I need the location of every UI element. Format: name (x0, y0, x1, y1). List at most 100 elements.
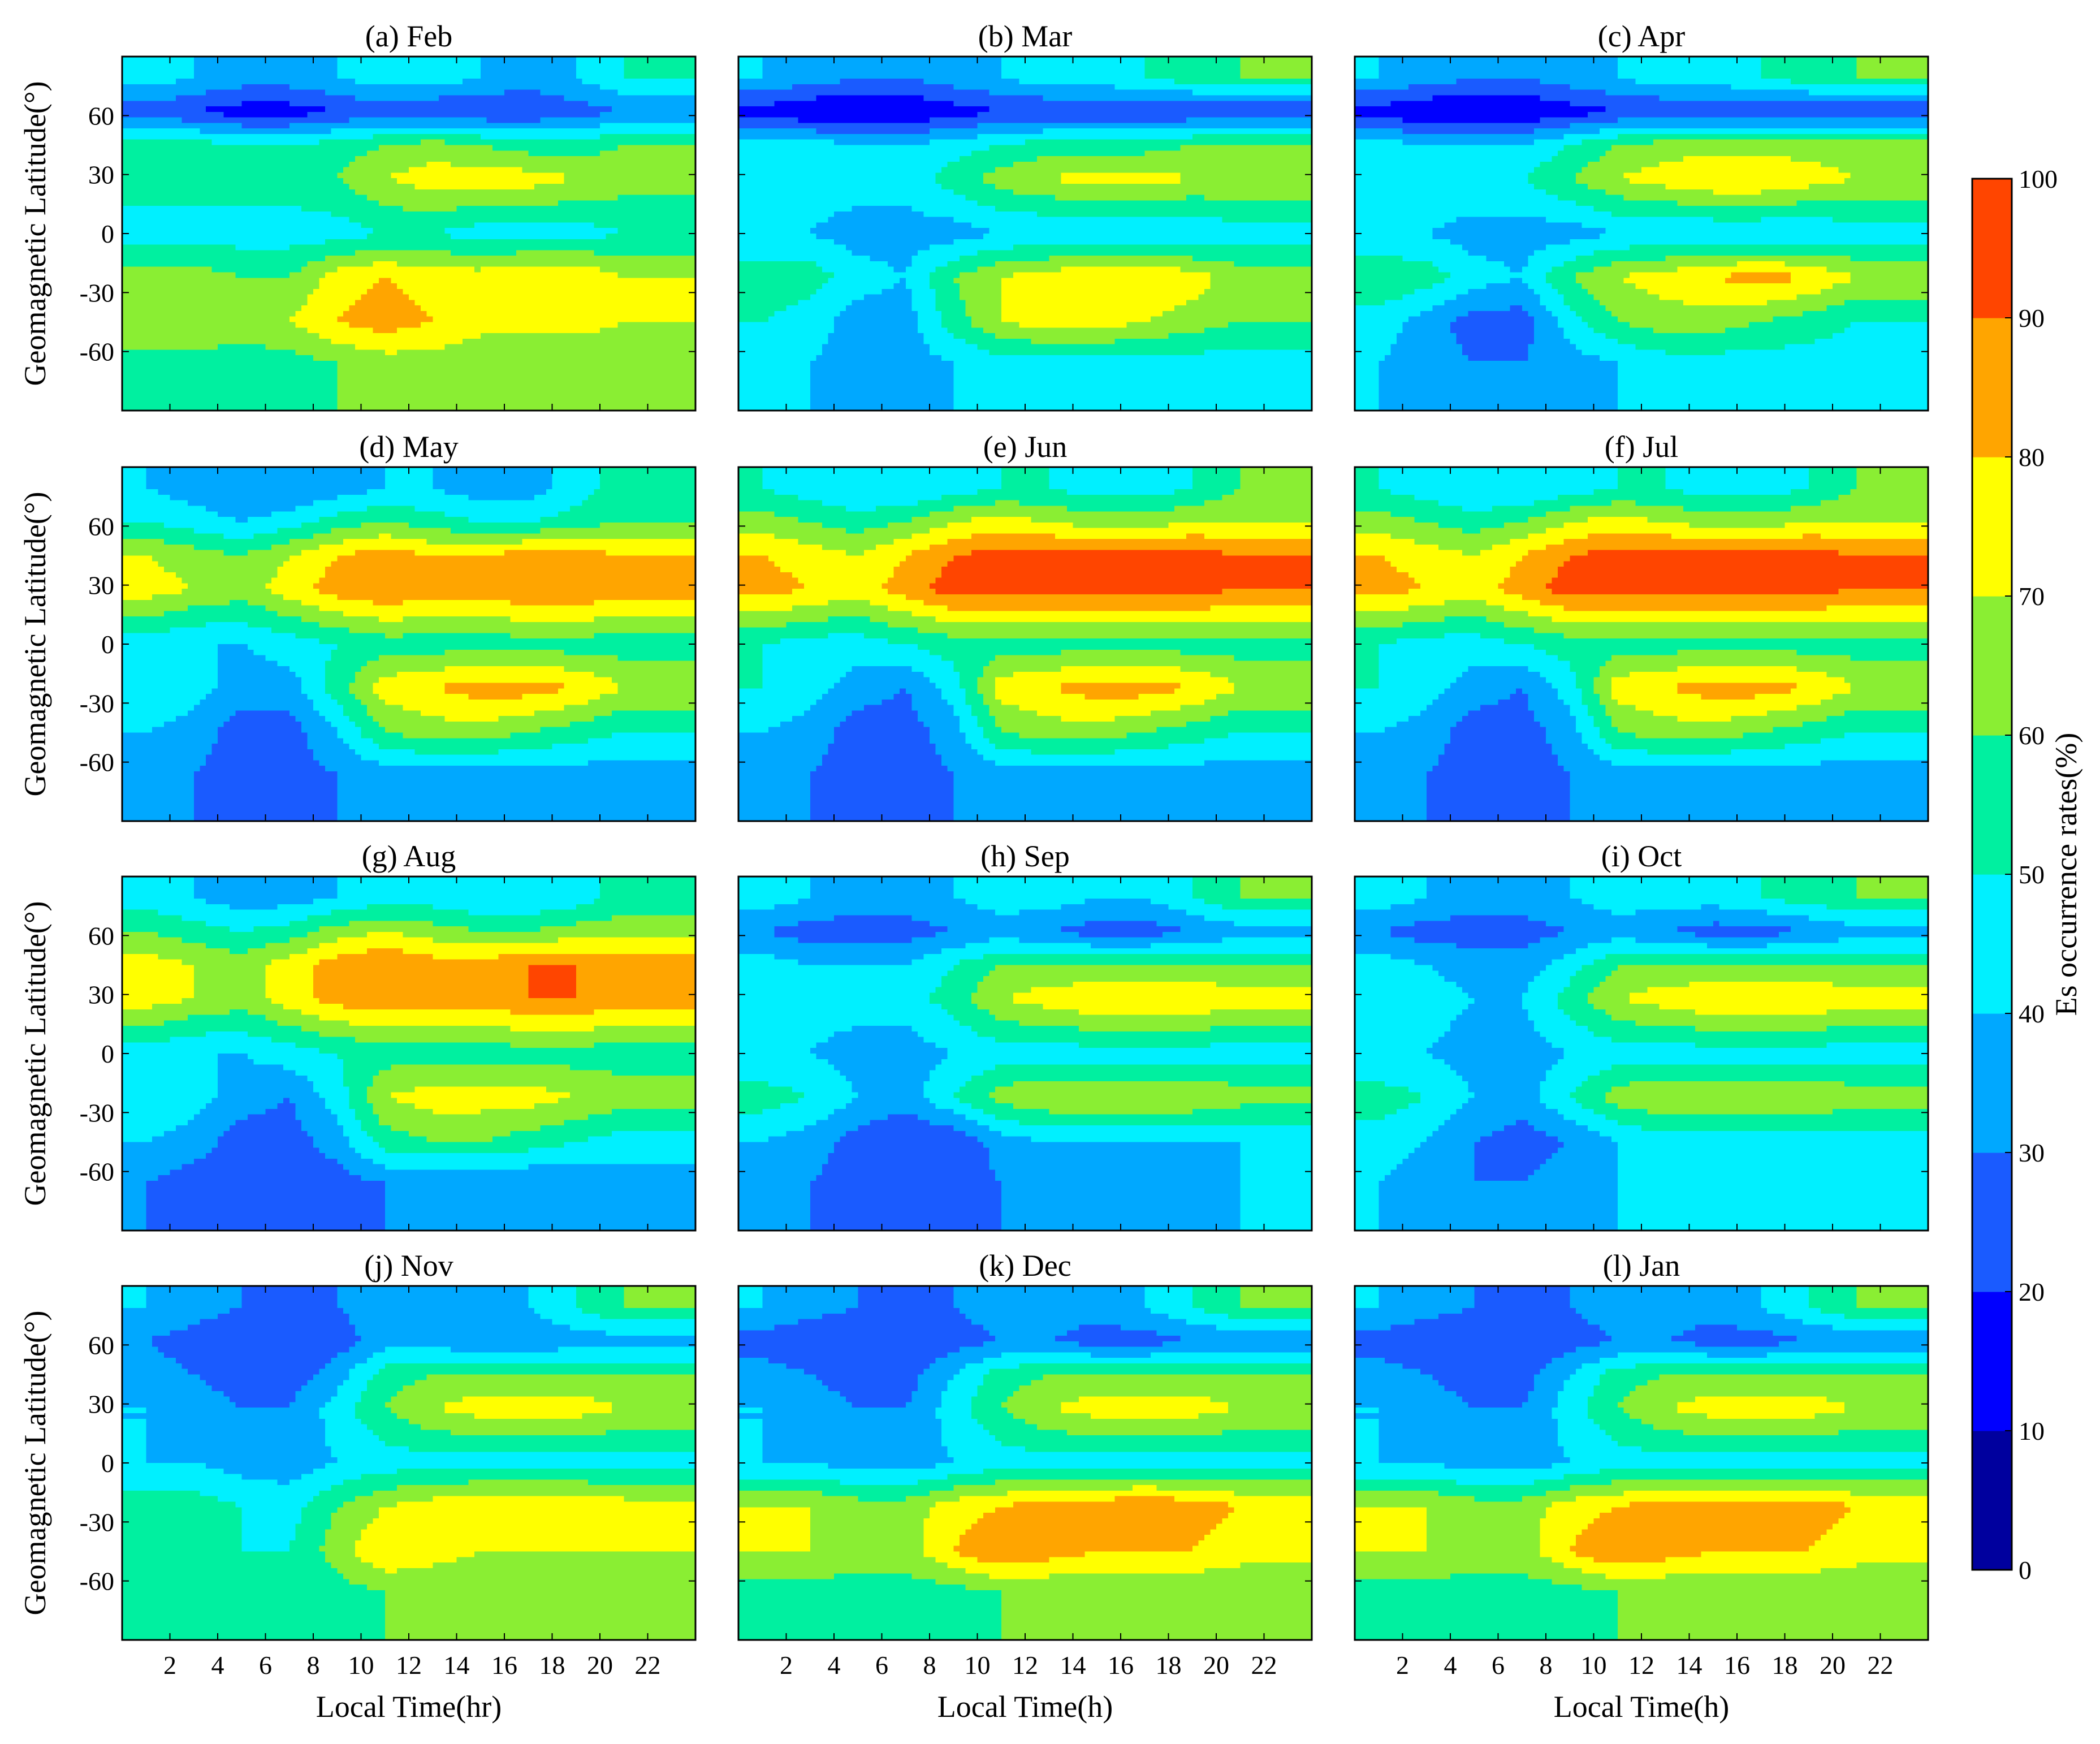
heatmap-cell (241, 62, 248, 68)
heatmap-cell (122, 162, 128, 167)
heatmap-cell (271, 101, 278, 106)
heatmap-cell (397, 68, 403, 74)
heatmap-cell (176, 162, 182, 167)
heatmap-cell (301, 101, 308, 106)
heatmap-cell (630, 112, 636, 118)
heatmap-cell (248, 84, 254, 90)
heatmap-cell (301, 118, 308, 123)
heatmap-cell (564, 90, 571, 96)
heatmap-cell (224, 150, 230, 156)
heatmap-cell (421, 112, 427, 118)
heatmap-cell (552, 134, 559, 140)
heatmap-cell (439, 118, 445, 123)
heatmap-cell (409, 73, 415, 79)
heatmap-cell (158, 128, 164, 134)
heatmap-cell (612, 156, 618, 162)
heatmap-cell (654, 134, 660, 140)
heatmap-cell (564, 140, 571, 145)
heatmap-cell (266, 134, 272, 140)
heatmap-cell (415, 90, 421, 96)
heatmap-cell (188, 162, 194, 167)
heatmap-cell (606, 162, 612, 167)
heatmap-cell (534, 84, 541, 90)
heatmap-cell (421, 73, 427, 79)
heatmap-cell (624, 112, 630, 118)
heatmap-cell (140, 145, 146, 151)
heatmap-cell (415, 101, 421, 106)
heatmap-cell (672, 150, 678, 156)
heatmap-cell (367, 145, 373, 151)
heatmap-cell (260, 140, 266, 145)
heatmap-cell (540, 123, 546, 128)
heatmap-cell (677, 68, 684, 74)
heatmap-cell (648, 162, 654, 167)
heatmap-cell (152, 156, 158, 162)
heatmap-cell (271, 128, 278, 134)
heatmap-cell (260, 68, 266, 74)
heatmap-cell (654, 162, 660, 167)
heatmap-cell (451, 150, 457, 156)
heatmap-cell (606, 68, 612, 74)
heatmap-cell (253, 95, 260, 101)
heatmap-cell (677, 57, 684, 62)
heatmap-cell (606, 150, 612, 156)
heatmap-cell (128, 162, 135, 167)
heatmap-cell (594, 140, 600, 145)
heatmap-cell (295, 145, 301, 151)
heatmap-cell (241, 118, 248, 123)
heatmap-cell (612, 84, 618, 90)
heatmap-cell (295, 162, 301, 167)
heatmap-cell (427, 73, 433, 79)
heatmap-cell (241, 90, 248, 96)
heatmap-cell (218, 84, 224, 90)
heatmap-cell (463, 156, 469, 162)
heatmap-cell (146, 134, 152, 140)
heatmap-cell (492, 57, 499, 62)
heatmap-cell (606, 134, 612, 140)
heatmap-cell (427, 150, 433, 156)
heatmap-cell (266, 112, 272, 118)
heatmap-cell (660, 90, 666, 96)
heatmap-cell (373, 95, 379, 101)
heatmap-cell (218, 106, 224, 112)
heatmap-cell (546, 123, 552, 128)
heatmap-cell (260, 156, 266, 162)
heatmap-cell (534, 140, 541, 145)
heatmap-cell (415, 62, 421, 68)
heatmap-cell (337, 73, 343, 79)
heatmap-cell (481, 118, 487, 123)
heatmap-cell (576, 84, 582, 90)
heatmap-cell (600, 140, 606, 145)
heatmap-cell (433, 84, 439, 90)
heatmap-cell (289, 68, 296, 74)
heatmap-cell (278, 95, 284, 101)
heatmap-cell (636, 112, 642, 118)
heatmap-cell (492, 62, 499, 68)
heatmap-cell (367, 118, 373, 123)
heatmap-cell (492, 128, 499, 134)
heatmap-cell (403, 118, 409, 123)
heatmap-cell (576, 162, 582, 167)
heatmap-cell (289, 57, 296, 62)
heatmap-cell (128, 167, 135, 173)
heatmap-cell (188, 106, 194, 112)
heatmap-cell (403, 95, 409, 101)
heatmap-cell (301, 95, 308, 101)
heatmap-cell (654, 68, 660, 74)
heatmap-cell (122, 79, 128, 84)
heatmap-cell (516, 140, 522, 145)
heatmap-cell (164, 62, 170, 68)
heatmap-cell (624, 123, 630, 128)
heatmap-cell (433, 145, 439, 151)
heatmap-cell (313, 106, 319, 112)
heatmap-cell (349, 101, 355, 106)
heatmap-cell (331, 123, 338, 128)
heatmap-cell (511, 118, 517, 123)
heatmap-cell (283, 156, 289, 162)
heatmap-cell (409, 79, 415, 84)
heatmap-cell (200, 145, 206, 151)
heatmap-cell (218, 95, 224, 101)
heatmap-cell (451, 145, 457, 151)
heatmap-cell (325, 134, 331, 140)
heatmap-cell (481, 106, 487, 112)
